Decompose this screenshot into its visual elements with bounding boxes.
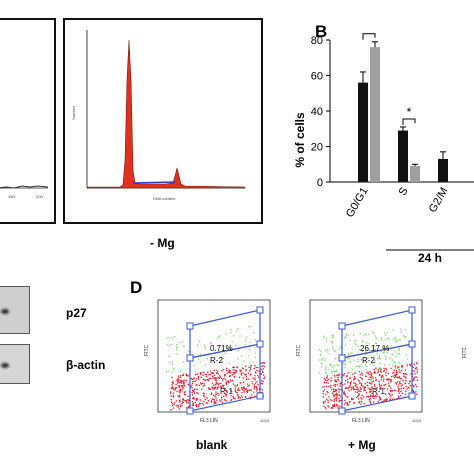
flow-plot-partial: FITC	[462, 347, 468, 358]
category-label: S	[397, 186, 411, 198]
histogram-minus-mg-frame: Number DNA content	[63, 18, 263, 224]
significance-bracket	[362, 33, 376, 40]
significance-bracket	[402, 118, 416, 125]
protein-label-p27: p27	[66, 306, 87, 320]
blot-beta-actin	[0, 344, 30, 384]
protein-label-beta-actin: β-actin	[66, 358, 106, 372]
flow-label-plus-mg: + Mg	[348, 438, 376, 452]
gate-name-blank: R-2	[210, 356, 223, 365]
flow-ylabel-blank: FITC	[144, 345, 150, 356]
histogram-left: 150 200	[0, 185, 49, 199]
minus-mg-label: - Mg	[150, 236, 175, 250]
significance-star: *	[367, 30, 372, 34]
panel-letter-b: B	[315, 22, 328, 41]
flow-plot-blank: 0.71% R-2 R-1 FITC FL3 LIN 1024	[144, 299, 271, 424]
bar-chart: 0 20 40 60 80 G0/G1 S G2/M * * % of cells 24 h	[293, 30, 474, 265]
category-label: G2/M	[427, 186, 451, 215]
flow-plot-plus-mg: 26.17 % R-2 R-1 FITC FL3 LIN 1024	[296, 299, 423, 424]
flow-label-blank: blank	[196, 438, 228, 452]
histogram-left-frame: 150 200	[0, 18, 56, 224]
blot-p27	[0, 286, 30, 334]
y-tick-label: 60	[311, 71, 323, 83]
bar	[438, 158, 448, 182]
bar-chart-ylabel: % of cells	[293, 112, 307, 168]
gate-percentage-plus-mg: 26.17 %	[360, 344, 389, 353]
svg-text:150: 150	[8, 194, 15, 199]
histogram-fill	[86, 39, 246, 189]
y-tick-label: 40	[311, 106, 323, 118]
bar	[370, 47, 380, 182]
gate-percentage-blank: 0.71%	[210, 344, 233, 353]
y-tick-label: 0	[317, 177, 323, 189]
flow-ylabel-plus-mg: FITC	[296, 345, 302, 356]
bar	[358, 82, 368, 182]
y-tick-label: 20	[311, 142, 323, 154]
histogram-xlabel: DNA content	[153, 196, 176, 201]
flow-xlabel-plus-mg: FL3 LIN	[352, 418, 370, 424]
significance-star: *	[407, 105, 412, 119]
panel-letter-d: D	[130, 278, 143, 297]
flow-ylabel-partial: FITC	[462, 347, 468, 358]
region-name-plus-mg: R-1	[372, 387, 385, 396]
gate-name-plus-mg: R-2	[362, 356, 375, 365]
bar	[410, 166, 420, 182]
category-label: G0/G1	[344, 186, 371, 220]
histogram-ylabel: Number	[71, 105, 76, 120]
time-label: 24 h	[418, 251, 442, 265]
flow-xmax-plus-mg: 1024	[412, 418, 422, 423]
bar	[398, 130, 408, 182]
flow-xmax-blank: 1024	[260, 418, 270, 423]
histogram-minus-mg: Number DNA content	[71, 30, 246, 201]
region-name-blank: R-1	[220, 387, 233, 396]
flow-xlabel-blank: FL3 LIN	[200, 418, 218, 424]
y-tick-label: 80	[311, 35, 323, 47]
svg-text:200: 200	[36, 194, 43, 199]
